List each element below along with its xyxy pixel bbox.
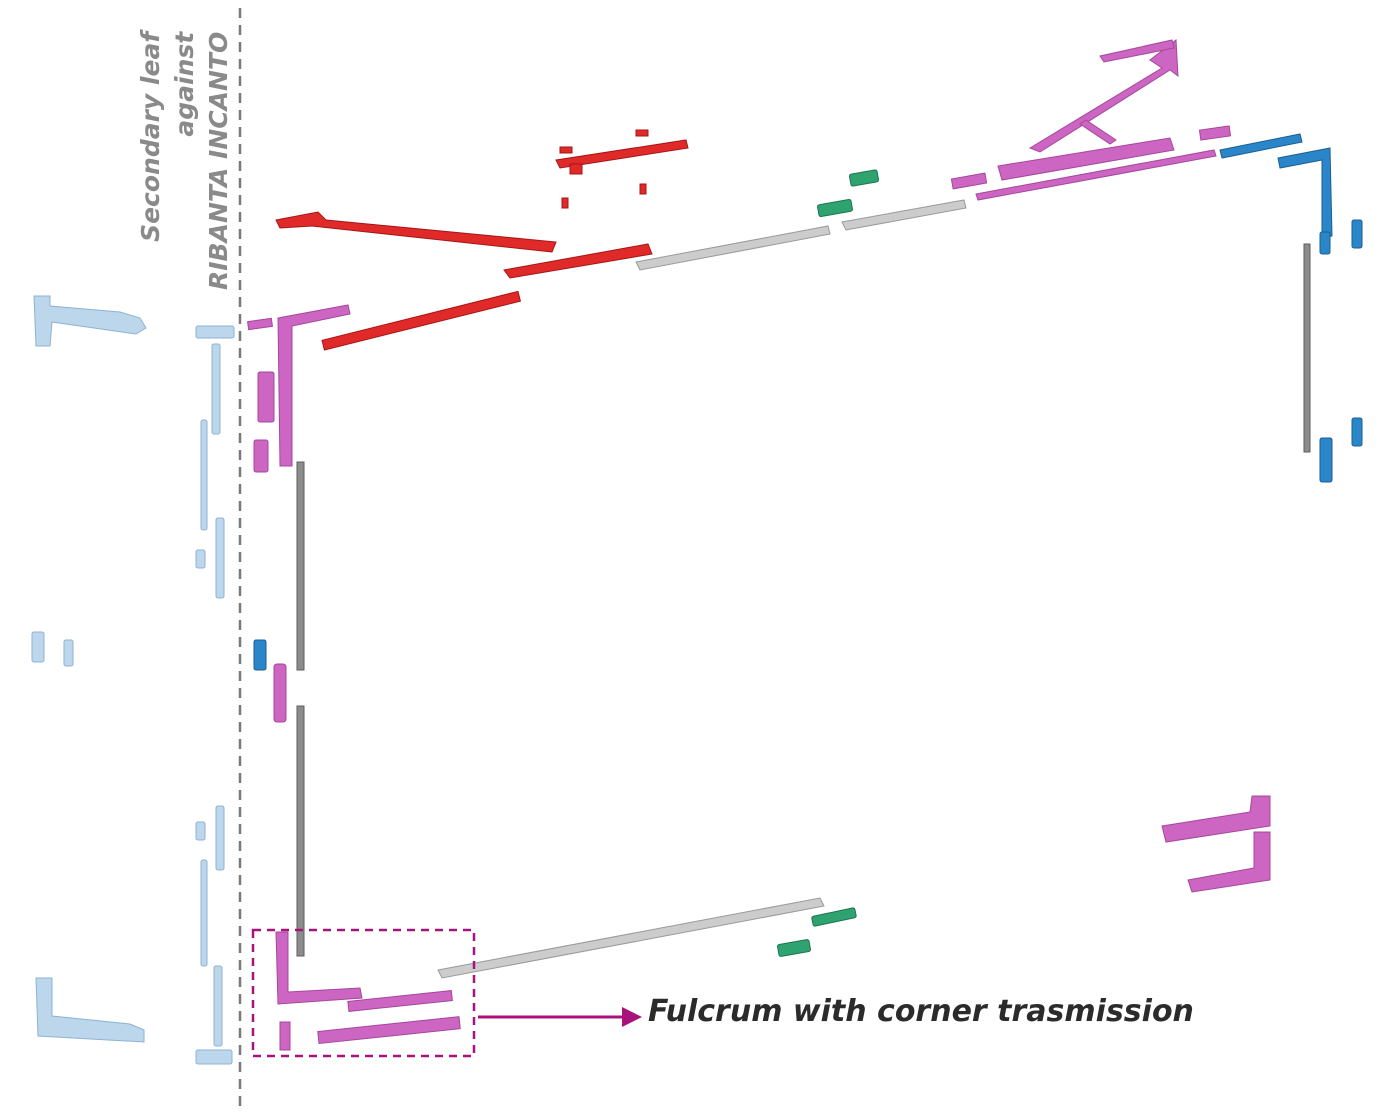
left-rod-upper bbox=[296, 461, 305, 671]
red-pin-3 bbox=[561, 197, 569, 209]
red-bar-center bbox=[503, 243, 653, 279]
blue-clip-2 bbox=[1319, 231, 1331, 255]
top-corner-bracket bbox=[33, 295, 147, 347]
top-left-small-bar bbox=[246, 317, 274, 331]
secondary-leaf-parts bbox=[31, 295, 235, 1065]
lower-rod bbox=[215, 805, 225, 871]
top-hinge-cap bbox=[195, 325, 235, 339]
side-label-line-1: Secondary leaf bbox=[136, 31, 165, 242]
bottom-hinge-cap bbox=[195, 1049, 233, 1065]
blue-corner-drive bbox=[1277, 147, 1333, 239]
lower-clip-a bbox=[31, 631, 45, 663]
red-block bbox=[569, 163, 583, 175]
left-keeper-2 bbox=[253, 439, 269, 473]
bottom-right-corner bbox=[1187, 831, 1271, 893]
blue-bar-top bbox=[1219, 133, 1303, 159]
bottom-right-bracket bbox=[1161, 795, 1271, 843]
lower-rod-2 bbox=[200, 859, 208, 967]
green-clip-1 bbox=[848, 169, 880, 187]
stay-brace bbox=[1079, 119, 1117, 145]
stay-arm-top bbox=[1099, 39, 1175, 63]
magenta-clip-a bbox=[950, 172, 988, 190]
left-blue-keeper bbox=[253, 639, 267, 671]
callout-label: Fulcrum with corner trasmission bbox=[648, 994, 1194, 1029]
lower-clip-c bbox=[195, 821, 206, 841]
callout-arrow-head bbox=[622, 1007, 642, 1027]
gray-bar-top-2 bbox=[841, 199, 967, 231]
red-bar-upper bbox=[555, 139, 689, 169]
callout-box bbox=[251, 928, 476, 1058]
red-top-parts bbox=[275, 129, 689, 351]
green-clip-3 bbox=[811, 907, 857, 927]
secondary-leaf-label: Secondary leaf against RIBANTA INCANTO bbox=[134, 32, 236, 290]
side-label-line-2: against bbox=[170, 31, 199, 137]
bottom-left-bar-b bbox=[317, 1016, 461, 1045]
blue-clip-3 bbox=[1351, 417, 1363, 447]
blue-clip-1 bbox=[1351, 219, 1363, 249]
blue-right-parts bbox=[1219, 133, 1363, 483]
magenta-bar-long bbox=[997, 137, 1175, 181]
bottom-rod bbox=[213, 965, 223, 1047]
top-left-corner-drive bbox=[277, 304, 351, 467]
left-keeper-1 bbox=[257, 371, 275, 423]
bottom-left-bar-a bbox=[347, 990, 453, 1012]
side-label-line-3: RIBANTA INCANTO bbox=[204, 31, 233, 290]
stay-arm bbox=[1028, 39, 1179, 153]
magenta-clip-b bbox=[1198, 125, 1232, 141]
blue-clip-4 bbox=[1319, 437, 1333, 483]
magenta-bottom-right-parts bbox=[1161, 795, 1271, 893]
right-vertical-rod bbox=[1303, 243, 1311, 453]
red-pin-4 bbox=[639, 183, 647, 195]
gray-bar-bottom bbox=[437, 897, 825, 979]
mid-rod bbox=[215, 517, 225, 599]
red-pin-2 bbox=[635, 129, 649, 137]
red-bar-left bbox=[321, 290, 522, 351]
gray-bar-top-1 bbox=[635, 225, 831, 271]
gray-bars bbox=[437, 199, 967, 979]
magenta-bar-thin bbox=[975, 149, 1217, 201]
red-arm bbox=[275, 211, 557, 253]
bottom-left-pin bbox=[279, 1021, 291, 1051]
bottom-corner-bracket bbox=[35, 977, 145, 1043]
left-rod-lower bbox=[296, 705, 305, 957]
bottom-left-corner-drive bbox=[275, 931, 363, 1005]
red-pin-1 bbox=[559, 146, 573, 154]
left-magenta-parts bbox=[246, 304, 461, 1051]
green-parts bbox=[777, 169, 880, 957]
green-clip-2 bbox=[817, 198, 853, 218]
magenta-top-right-parts bbox=[950, 39, 1232, 201]
mid-clip bbox=[195, 549, 206, 569]
upper-rod-2 bbox=[200, 419, 208, 531]
upper-rod bbox=[211, 343, 221, 435]
left-vertical-rods bbox=[296, 461, 305, 957]
lower-clip-b bbox=[63, 639, 74, 667]
green-clip-4 bbox=[777, 939, 811, 957]
left-keeper-3 bbox=[273, 663, 287, 723]
